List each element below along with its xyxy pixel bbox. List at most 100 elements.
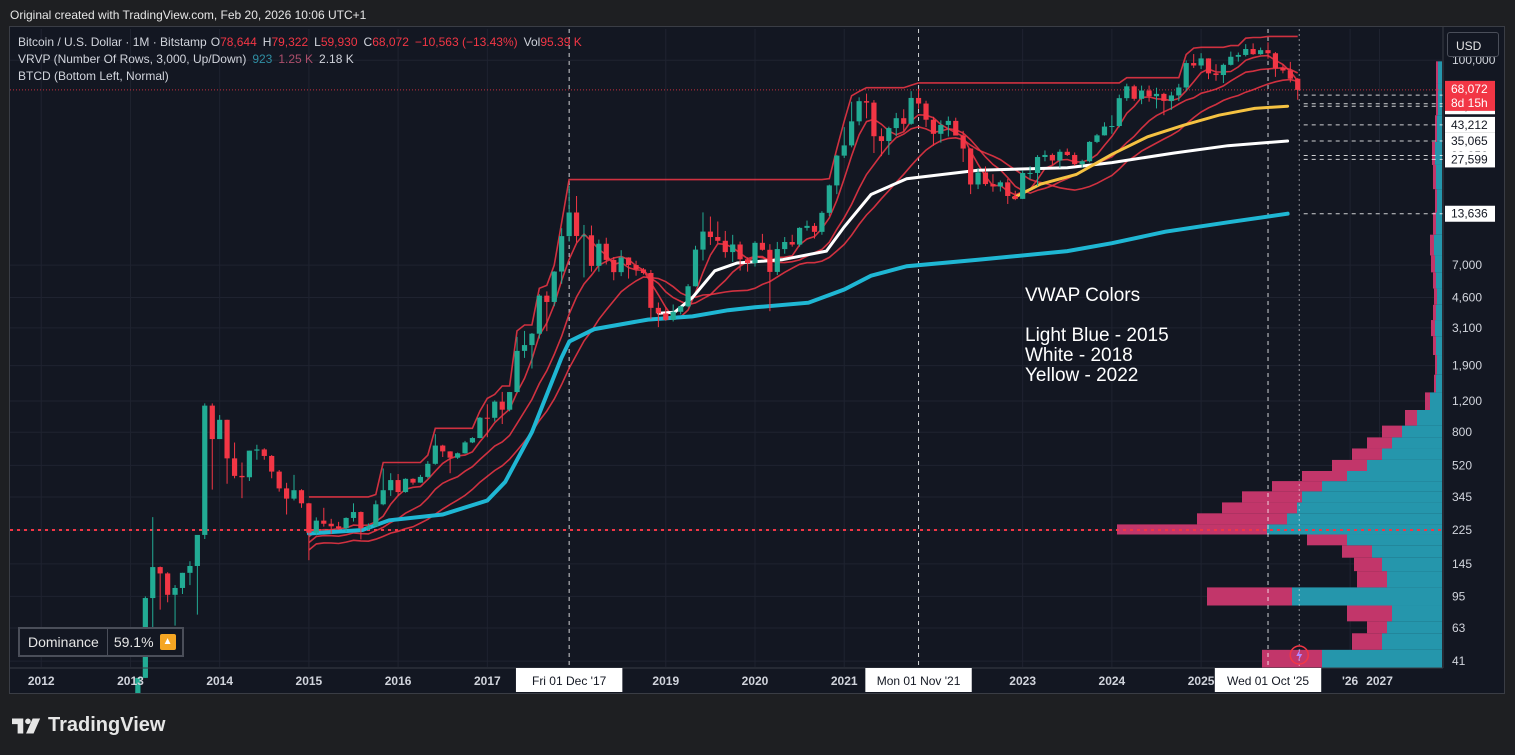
candle-body bbox=[893, 118, 899, 129]
candle-body bbox=[863, 101, 870, 103]
candle-body bbox=[298, 490, 305, 504]
candle-body bbox=[1094, 135, 1100, 142]
legend-open: 78,644 bbox=[220, 35, 257, 49]
candle-body bbox=[187, 565, 193, 573]
volume-profile-up-bar bbox=[1347, 534, 1442, 546]
price-chart[interactable]: 100,0007,0004,6003,1001,9001,20080052034… bbox=[10, 27, 1504, 693]
candle-body bbox=[224, 419, 230, 459]
candle-body bbox=[551, 271, 557, 302]
candle-body bbox=[544, 295, 550, 302]
time-tick-label: 2020 bbox=[742, 674, 769, 688]
volume-profile-down-bar bbox=[1354, 557, 1382, 572]
candle-body bbox=[730, 244, 736, 253]
candle-body bbox=[1198, 58, 1204, 66]
candle-body bbox=[343, 517, 349, 529]
candle-body bbox=[1042, 154, 1048, 158]
volume-profile-down-bar bbox=[1352, 633, 1382, 650]
candle-body bbox=[321, 520, 327, 524]
volume-profile-up-bar bbox=[1297, 502, 1442, 514]
candle-body bbox=[678, 306, 684, 312]
currency-button[interactable]: USD bbox=[1447, 32, 1499, 57]
event-bolt-icon bbox=[1296, 649, 1303, 661]
candle-body bbox=[1057, 151, 1063, 161]
date-marker-label: Fri 01 Dec '17 bbox=[532, 674, 607, 688]
candle-body bbox=[1191, 63, 1197, 66]
dominance-value: 59.1% bbox=[113, 634, 154, 650]
candle-body bbox=[759, 242, 766, 250]
candle-body bbox=[455, 453, 461, 458]
time-tick-label: 2024 bbox=[1099, 674, 1126, 688]
time-tick-label: 2012 bbox=[28, 674, 55, 688]
candle-body bbox=[269, 455, 275, 472]
candle-body bbox=[1064, 151, 1070, 156]
dominance-up-icon: ▲ bbox=[159, 634, 176, 650]
price-tick-label: 345 bbox=[1452, 490, 1472, 504]
volume-profile-up-bar bbox=[1434, 234, 1442, 256]
candle-body bbox=[1168, 95, 1174, 101]
volume-profile-down-bar bbox=[1307, 534, 1347, 546]
vwap-deviation-band bbox=[308, 78, 1298, 551]
price-level-badge bbox=[1445, 205, 1495, 222]
vwap-note-line-1: Light Blue - 2015 bbox=[1025, 325, 1169, 346]
time-tick-label: 2016 bbox=[385, 674, 412, 688]
attribution-text: Original created with TradingView.com, F… bbox=[10, 8, 367, 22]
candle-body bbox=[1228, 56, 1234, 65]
candle-body bbox=[1176, 87, 1182, 96]
candle-body bbox=[886, 128, 892, 142]
volume-profile-down-bar bbox=[1342, 545, 1372, 558]
candle-body bbox=[194, 534, 200, 566]
candle-body bbox=[1005, 182, 1011, 196]
candle-body bbox=[1124, 86, 1130, 99]
volume-profile-up-bar bbox=[1387, 571, 1442, 588]
volume-profile-down-bar bbox=[1302, 470, 1347, 482]
volume-profile-up-bar bbox=[1382, 557, 1442, 572]
candle-body bbox=[871, 102, 877, 137]
volume-profile-up-bar bbox=[1367, 459, 1442, 471]
candle-body bbox=[588, 235, 595, 266]
candle-body bbox=[335, 526, 342, 529]
legend-symbol-row: Bitcoin / U.S. Dollar · 1M · Bitstamp O78… bbox=[18, 35, 588, 49]
candle-body bbox=[826, 185, 832, 213]
volume-profile-up-bar bbox=[1430, 392, 1442, 411]
candle-body bbox=[1086, 141, 1093, 162]
date-marker-badge bbox=[515, 668, 623, 692]
candle-body bbox=[477, 417, 483, 439]
candle-body bbox=[789, 242, 795, 245]
candle-body bbox=[239, 475, 245, 478]
legend-vrvp-total: 2.18 K bbox=[319, 52, 354, 66]
candle-body bbox=[492, 401, 498, 418]
candle-body bbox=[640, 269, 647, 273]
legend-o-label: O bbox=[210, 35, 221, 49]
volume-profile-down-bar bbox=[1382, 425, 1402, 438]
candle-body bbox=[1280, 68, 1286, 71]
legend-c-label: C bbox=[363, 35, 373, 49]
candle-body bbox=[150, 567, 156, 599]
candle-body bbox=[246, 450, 252, 478]
legend-l-label: L bbox=[314, 35, 321, 49]
candle-body bbox=[440, 445, 446, 452]
price-tick-label: 1,900 bbox=[1452, 359, 1482, 373]
dominance-label: Dominance bbox=[20, 629, 108, 655]
price-tick-label: 1,200 bbox=[1452, 394, 1482, 408]
volume-profile-up-bar bbox=[1436, 272, 1442, 289]
candle-body bbox=[663, 313, 669, 320]
candle-body bbox=[603, 243, 609, 260]
volume-profile-down-bar bbox=[1434, 374, 1436, 393]
candle-body bbox=[1146, 90, 1152, 97]
vwap-deviation-band bbox=[308, 54, 1299, 538]
candle-body bbox=[1101, 126, 1108, 136]
candle-body bbox=[328, 523, 334, 527]
candle-body bbox=[157, 567, 163, 574]
candle-body bbox=[1235, 54, 1241, 57]
chart-frame[interactable]: 100,000 7,000 4,600 3,100 1,900 1,200 800 520 34… bbox=[9, 26, 1505, 694]
volume-profile-up-bar bbox=[1435, 320, 1442, 337]
legend-btcd-row: BTCD (Bottom Left, Normal) bbox=[18, 69, 175, 83]
volume-profile-down-bar bbox=[1272, 481, 1322, 492]
candle-body bbox=[997, 182, 1003, 187]
volume-profile-up-bar bbox=[1322, 481, 1442, 492]
candle-body bbox=[960, 135, 966, 149]
candle-body bbox=[930, 119, 937, 134]
candle-body bbox=[945, 120, 951, 125]
time-tick-label: 2023 bbox=[1009, 674, 1036, 688]
candle-body bbox=[306, 503, 312, 533]
